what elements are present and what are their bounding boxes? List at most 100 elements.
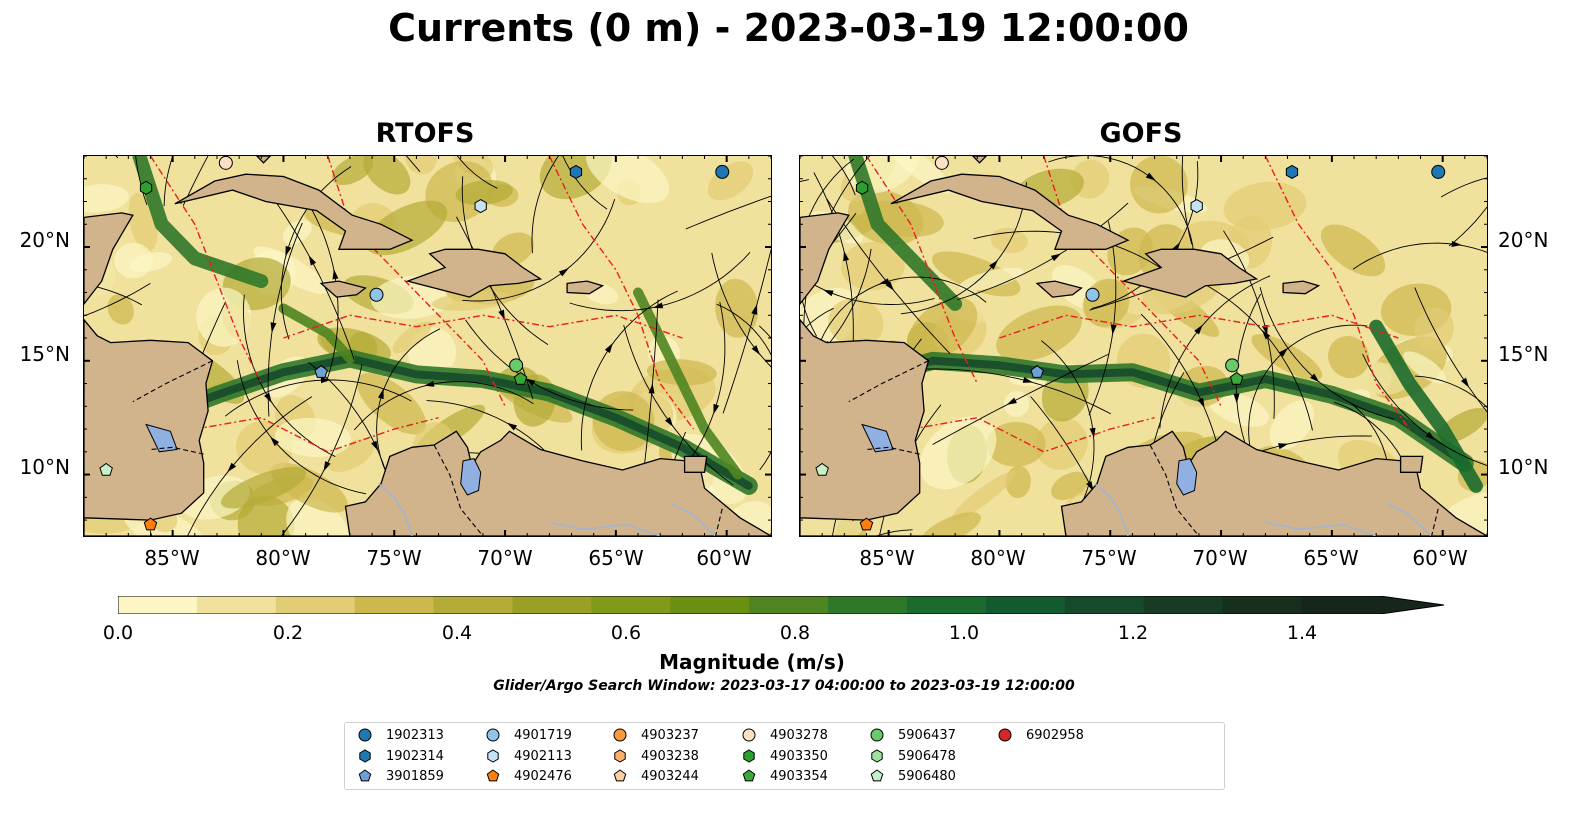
streamline-arrow xyxy=(558,268,569,277)
lon-tick-70: 70°W xyxy=(1192,546,1248,570)
colorbar-segment xyxy=(512,596,592,614)
streamline xyxy=(1259,287,1395,420)
legend-label: 4903350 xyxy=(770,748,828,764)
eez-boundary xyxy=(999,314,1399,339)
streamline xyxy=(465,319,634,411)
legend-item: 4902113 xyxy=(485,748,572,764)
colorbar-segment xyxy=(985,596,1066,614)
colorbar-segment xyxy=(433,596,514,614)
lon-tick-80: 80°W xyxy=(970,546,1026,570)
country-border xyxy=(715,508,723,536)
legend-label: 4901719 xyxy=(514,727,572,743)
legend-label: 4902476 xyxy=(514,768,572,784)
streamline xyxy=(800,275,935,305)
streamline-arrow xyxy=(1278,443,1289,450)
streamline xyxy=(711,252,771,368)
streamline xyxy=(1194,278,1313,431)
streamline-arrow xyxy=(270,436,280,447)
platform-4903354 xyxy=(513,371,528,385)
lon-tick-80: 80°W xyxy=(255,546,311,570)
streamline-arrow xyxy=(665,417,674,427)
land xyxy=(1282,280,1321,295)
land xyxy=(890,173,1130,250)
lake xyxy=(861,423,894,453)
eez-boundary xyxy=(548,156,694,430)
streamline-arrow xyxy=(560,156,562,157)
eez-boundary xyxy=(194,416,439,453)
current-magnitude-map xyxy=(84,156,771,536)
platform-4903350 xyxy=(139,180,153,195)
colorbar-segment xyxy=(196,596,277,614)
eez-boundary xyxy=(1043,156,1222,407)
streamline xyxy=(932,353,1109,445)
legend-label: 5906437 xyxy=(898,727,956,743)
streamline-arrow xyxy=(1194,324,1203,335)
legend-label: 5906478 xyxy=(898,748,956,764)
eez-boundary xyxy=(149,156,262,384)
platform-4903278 xyxy=(218,156,233,170)
streamline-arrow xyxy=(285,245,292,257)
streamline xyxy=(267,222,303,417)
current-jet xyxy=(848,156,963,311)
streamline-arrow xyxy=(525,378,536,386)
streamline-arrow xyxy=(885,281,895,291)
colorbar-tick: 1.2 xyxy=(1117,622,1149,644)
lat-tick-right-20: 20°N xyxy=(1498,228,1549,252)
streamline-arrow xyxy=(751,345,761,355)
colorbar-segment xyxy=(749,596,829,614)
platform-4902113 xyxy=(474,198,487,214)
streamline xyxy=(1414,287,1487,413)
colorbar-segment xyxy=(1301,596,1381,614)
colorbar xyxy=(118,596,1445,614)
colorbar-segment xyxy=(1222,596,1303,614)
streamline-arrow xyxy=(308,255,317,266)
streamline xyxy=(353,381,534,431)
legend-item: 1902314 xyxy=(357,748,444,764)
streamline xyxy=(1041,340,1095,519)
streamline xyxy=(163,156,174,207)
streamline-arrow xyxy=(1310,373,1320,383)
streamline-arrow xyxy=(1006,397,1017,405)
lat-tick-right-15: 15°N xyxy=(1498,342,1549,366)
legend-item: 3901859 xyxy=(357,768,444,784)
streamline xyxy=(685,195,771,230)
current-jet xyxy=(132,156,269,289)
colorbar-tick: 1.4 xyxy=(1286,622,1318,644)
map-frame-ticks xyxy=(800,156,1487,536)
streamline xyxy=(900,182,1027,315)
hexagon-marker-icon xyxy=(871,749,883,763)
platform-3901859 xyxy=(1030,365,1044,378)
streamline xyxy=(580,290,678,451)
panel-title-gofs: GOFS xyxy=(1099,118,1183,149)
map-rtofs[interactable] xyxy=(83,155,772,537)
lon-tick-70: 70°W xyxy=(477,546,533,570)
colorbar-segment xyxy=(354,596,435,614)
lon-tick-75: 75°W xyxy=(1081,546,1137,570)
river xyxy=(1094,483,1129,536)
legend-item: 5906437 xyxy=(869,727,956,743)
hexagon-marker-icon xyxy=(743,749,755,763)
country-border xyxy=(1149,444,1200,536)
legend-item: 5906480 xyxy=(869,768,956,784)
river xyxy=(670,503,717,536)
streamline xyxy=(462,198,616,302)
circle-marker-icon xyxy=(486,728,500,742)
platform-5906480 xyxy=(815,462,829,476)
country-border xyxy=(866,446,920,455)
land xyxy=(971,156,988,164)
streamline xyxy=(623,324,734,486)
country-border xyxy=(150,446,204,455)
streamline-arrow xyxy=(648,383,655,394)
streamline xyxy=(722,248,771,414)
streamline-arrow xyxy=(264,392,272,403)
map-gofs[interactable] xyxy=(799,155,1488,537)
lon-tick-60: 60°W xyxy=(1412,546,1468,570)
streamline-arrow xyxy=(713,403,720,415)
platform-4902476 xyxy=(143,517,158,531)
eez-boundary xyxy=(865,156,978,384)
circle-marker-icon xyxy=(742,728,756,742)
colorbar-tick: 0.8 xyxy=(779,622,811,644)
eez-boundary xyxy=(327,156,506,407)
lat-tick-left-20: 20°N xyxy=(19,228,70,252)
pentagon-marker-icon xyxy=(486,769,500,782)
